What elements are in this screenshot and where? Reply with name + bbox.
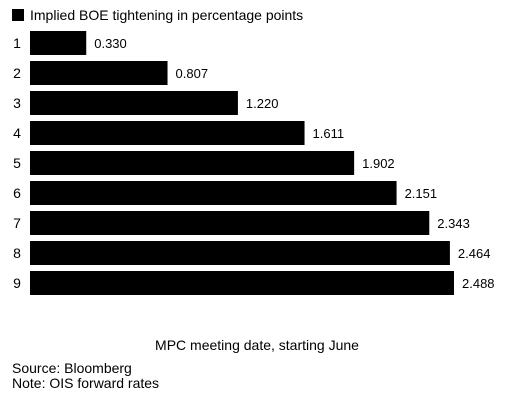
footnote: Note: OIS forward rates bbox=[12, 375, 160, 391]
category-label: 3 bbox=[13, 95, 21, 111]
bar-value-label: 2.151 bbox=[405, 186, 438, 201]
category-label: 4 bbox=[13, 125, 21, 141]
category-label: 1 bbox=[13, 35, 21, 51]
category-label: 2 bbox=[13, 65, 21, 81]
legend-swatch bbox=[12, 9, 24, 21]
bar bbox=[30, 271, 454, 295]
bar bbox=[30, 121, 305, 145]
bar-value-label: 0.330 bbox=[94, 36, 127, 51]
bar bbox=[30, 241, 450, 265]
legend-label: Implied BOE tightening in percentage poi… bbox=[30, 7, 304, 23]
bar-value-label: 2.343 bbox=[437, 216, 470, 231]
bar bbox=[30, 61, 168, 85]
bar-value-label: 1.220 bbox=[246, 96, 279, 111]
category-label: 7 bbox=[13, 215, 21, 231]
bar bbox=[30, 181, 397, 205]
x-axis-label: MPC meeting date, starting June bbox=[155, 337, 359, 353]
bar-value-label: 1.902 bbox=[362, 156, 395, 171]
bar-value-label: 2.488 bbox=[462, 276, 495, 291]
category-label: 8 bbox=[13, 245, 21, 261]
bar bbox=[30, 151, 355, 175]
category-label: 9 bbox=[13, 275, 21, 291]
bar-value-label: 1.611 bbox=[313, 126, 345, 141]
chart-legend: Implied BOE tightening in percentage poi… bbox=[12, 7, 303, 23]
bar bbox=[30, 211, 430, 235]
source-note: Source: Bloomberg bbox=[12, 360, 132, 376]
bar bbox=[30, 31, 87, 55]
category-label: 5 bbox=[13, 155, 21, 171]
bar-value-label: 0.807 bbox=[176, 66, 209, 81]
category-label: 6 bbox=[13, 185, 21, 201]
bar-value-label: 2.464 bbox=[458, 246, 491, 261]
bar bbox=[30, 91, 238, 115]
